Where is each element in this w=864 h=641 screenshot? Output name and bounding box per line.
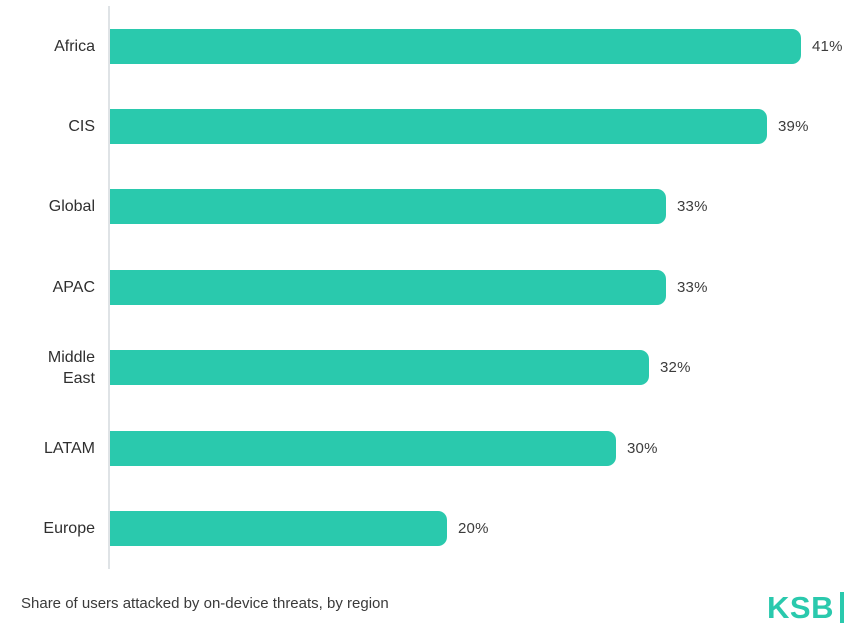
plot-area-row: 20% <box>108 488 864 569</box>
bar <box>110 430 616 466</box>
value-label: 30% <box>627 439 658 457</box>
ksb-logo-text: KSB <box>767 590 834 625</box>
bar <box>110 511 447 547</box>
category-label-cell: Europe <box>0 488 108 568</box>
plot-area-row: 32% <box>108 327 864 408</box>
category-label: Europe <box>43 520 95 538</box>
category-label: LATAM <box>44 439 95 457</box>
value-label: 39% <box>778 118 809 136</box>
category-label: CIS <box>68 118 95 136</box>
bar <box>110 189 666 225</box>
category-label-cell: LATAM <box>0 408 108 488</box>
category-label: APAC <box>52 278 95 296</box>
value-label: 33% <box>677 278 708 296</box>
value-label: 20% <box>458 520 489 538</box>
bar <box>110 269 666 305</box>
bar <box>110 28 801 64</box>
plot-area-row: 33% <box>108 247 864 328</box>
chart-title: Share of users attacked by on-device thr… <box>21 595 389 612</box>
bar <box>110 109 767 145</box>
ksb-logo: KSB <box>767 592 844 623</box>
value-label: 41% <box>812 37 843 55</box>
bar-row: Africa 41% <box>0 6 864 87</box>
ksb-logo-cursor-bar <box>840 592 844 623</box>
category-label: Global <box>48 198 95 216</box>
category-label-cell: CIS <box>0 86 108 166</box>
category-label-cell: Africa <box>0 6 108 86</box>
category-label: Middle East <box>47 348 95 387</box>
plot-area-row: 39% <box>108 86 864 167</box>
plot-area-row: 33% <box>108 166 864 248</box>
category-label-cell: Middle East <box>0 328 108 408</box>
category-label: Africa <box>54 37 95 55</box>
plot-area-row: 30% <box>108 407 864 489</box>
bar-chart: Africa 41% CIS 39% Global 33% APAC 33% <box>0 6 864 569</box>
bar-row: Global 33% <box>0 166 864 248</box>
category-label-cell: Global <box>0 167 108 247</box>
value-label: 32% <box>660 359 691 377</box>
bar-row: CIS 39% <box>0 86 864 167</box>
value-label: 33% <box>677 198 708 216</box>
bar-row: LATAM 30% <box>0 407 864 489</box>
bar-row: Middle East 32% <box>0 327 864 408</box>
plot-area-row: 41% <box>108 6 864 87</box>
bar-row: Europe 20% <box>0 488 864 569</box>
bar-row: APAC 33% <box>0 247 864 328</box>
category-label-cell: APAC <box>0 247 108 327</box>
bar <box>110 350 649 386</box>
